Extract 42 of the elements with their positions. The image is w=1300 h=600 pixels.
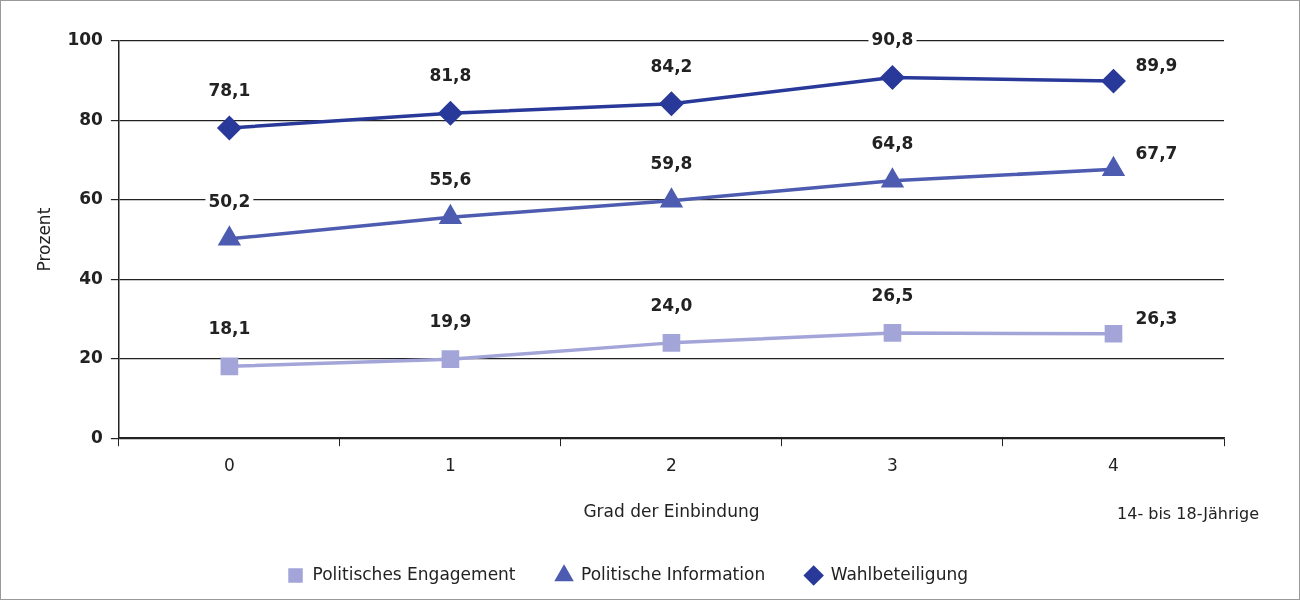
data-label: 19,9 bbox=[429, 311, 472, 332]
point bbox=[1104, 324, 1123, 343]
legend-label: Politisches Engagement bbox=[312, 563, 516, 584]
y-tick-label: 20 bbox=[79, 347, 104, 368]
data-label: 78,1 bbox=[208, 79, 251, 100]
data-label: 89,9 bbox=[1135, 55, 1178, 76]
x-tick-label: 1 bbox=[445, 454, 456, 475]
data-label: 59,8 bbox=[650, 152, 693, 173]
text: 14- bis 18-Jährige bbox=[1117, 504, 1259, 524]
data-label: 26,5 bbox=[871, 284, 914, 305]
y-tick-label: 60 bbox=[79, 188, 104, 209]
data-label: 64,8 bbox=[871, 132, 914, 153]
data-label: 18,1 bbox=[208, 318, 251, 339]
x-tick-label: 4 bbox=[1108, 454, 1119, 475]
data-label: 81,8 bbox=[429, 65, 472, 86]
y-tick-label: 40 bbox=[79, 267, 104, 288]
y-axis-title: Prozent bbox=[33, 207, 54, 272]
x-tick-label: 0 bbox=[223, 454, 235, 475]
data-label: 26,3 bbox=[1135, 307, 1178, 328]
legend-label: Politische Information bbox=[581, 563, 766, 584]
point bbox=[883, 324, 902, 342]
point bbox=[220, 357, 239, 376]
data-label: 50,2 bbox=[208, 190, 251, 211]
data-label: 55,6 bbox=[429, 169, 472, 190]
x-axis-title: Grad der Einbindung bbox=[583, 501, 760, 522]
point bbox=[441, 350, 460, 368]
data-label: 90,8 bbox=[871, 29, 914, 50]
y-tick-label: 80 bbox=[79, 108, 104, 129]
point bbox=[438, 101, 463, 126]
point bbox=[1101, 69, 1126, 93]
x-tick-label: 2 bbox=[666, 454, 677, 475]
data-label: 84,2 bbox=[650, 55, 693, 76]
legend-label: Wahlbeteiligung bbox=[830, 563, 968, 584]
point bbox=[217, 116, 242, 140]
data-label: 67,7 bbox=[1135, 143, 1178, 164]
y-tick-label: 0 bbox=[91, 426, 104, 447]
point bbox=[659, 92, 684, 116]
point bbox=[662, 334, 681, 352]
data-label: 24,0 bbox=[650, 294, 693, 315]
x-tick-label: 3 bbox=[887, 454, 898, 475]
y-tick-label: 100 bbox=[67, 29, 104, 50]
point bbox=[880, 65, 905, 90]
